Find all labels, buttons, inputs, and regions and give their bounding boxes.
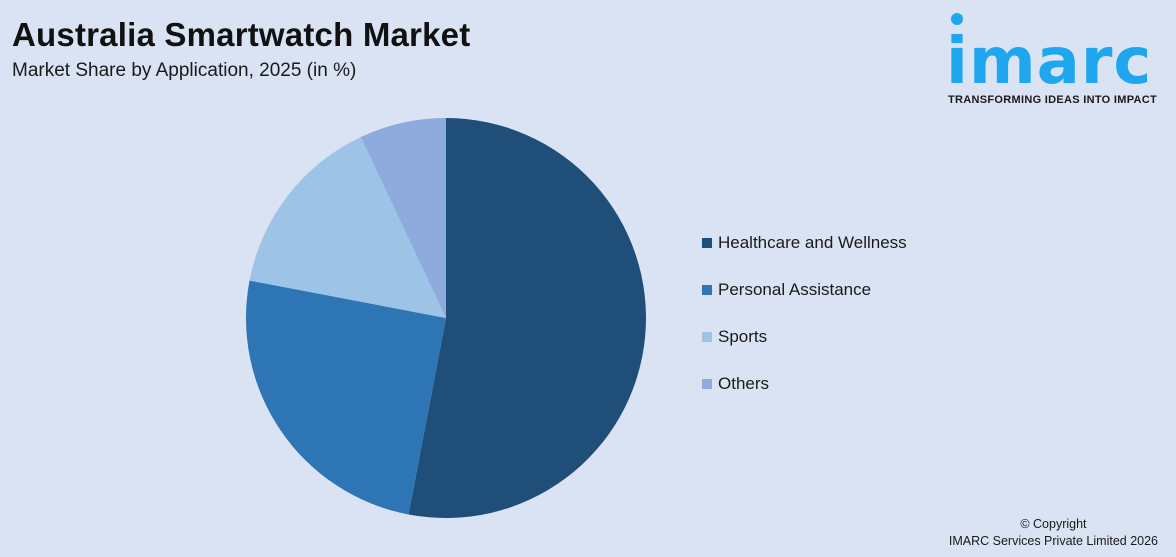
- logo-wordmark: imarc: [946, 25, 1153, 99]
- legend-item-healthcare: Healthcare and Wellness: [702, 232, 907, 254]
- pie-slice-healthcare: [408, 118, 646, 518]
- legend-swatch: [702, 332, 712, 342]
- legend-label: Others: [718, 374, 770, 393]
- legend-item-others: Others: [702, 373, 907, 395]
- chart-title: Australia Smartwatch Market: [12, 16, 471, 53]
- chart-legend: Healthcare and Wellness Personal Assista…: [702, 232, 907, 420]
- pie-slice-sports: [249, 137, 446, 318]
- pie-slice-personal-assistance: [245, 280, 446, 515]
- copyright-line-1: © Copyright: [1020, 517, 1087, 531]
- legend-item-sports: Sports: [702, 326, 907, 348]
- logo-dot-icon: [951, 13, 963, 25]
- legend-label: Personal Assistance: [718, 280, 872, 299]
- copyright-notice: © Copyright IMARC Services Private Limit…: [949, 516, 1158, 550]
- logo-tagline: TRANSFORMING IDEAS INTO IMPACT: [948, 94, 1158, 106]
- copyright-line-2: IMARC Services Private Limited 2026: [948, 534, 1158, 548]
- legend-swatch: [702, 379, 712, 389]
- legend-label: Sports: [718, 327, 768, 346]
- legend-swatch: [702, 285, 712, 295]
- pie-slices: [245, 118, 646, 518]
- legend-item-personal-assistance: Personal Assistance: [702, 279, 907, 301]
- legend-swatch: [702, 238, 712, 248]
- pie-slice-others: [360, 118, 446, 318]
- chart-subtitle: Market Share by Application, 2025 (in %): [12, 60, 357, 81]
- imarc-logo: imarc TRANSFORMING IDEAS INTO IMPACT: [946, 10, 1172, 110]
- legend-label: Healthcare and Wellness: [718, 233, 907, 252]
